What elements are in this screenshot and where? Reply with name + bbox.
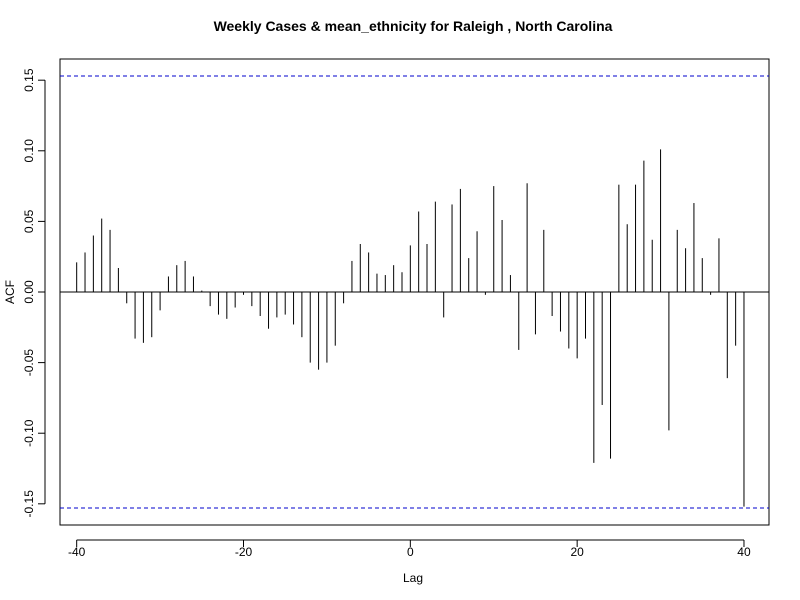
confidence-bounds bbox=[60, 75, 769, 509]
y-tick-label: 0.05 bbox=[22, 209, 36, 233]
acf-bars bbox=[76, 149, 745, 507]
y-tick-label: -0.05 bbox=[22, 349, 36, 377]
y-axis-label: ACF bbox=[3, 280, 17, 304]
x-tick-label: 0 bbox=[407, 545, 414, 559]
x-axis-label: Lag bbox=[403, 571, 423, 585]
chart-title: Weekly Cases & mean_ethnicity for Raleig… bbox=[214, 18, 613, 34]
y-tick-label: 0.15 bbox=[22, 68, 36, 92]
x-axis: -40 -20 0 20 40 bbox=[68, 539, 751, 559]
x-tick-label: 40 bbox=[737, 545, 751, 559]
y-tick-label: -0.15 bbox=[22, 490, 36, 518]
y-tick-label: -0.10 bbox=[22, 419, 36, 447]
y-tick-label: 0.00 bbox=[22, 280, 36, 304]
y-tick-label: 0.10 bbox=[22, 139, 36, 163]
x-tick-label: 20 bbox=[570, 545, 584, 559]
x-tick-label: -40 bbox=[68, 545, 86, 559]
x-tick-label: -20 bbox=[235, 545, 253, 559]
y-axis: -0.15 -0.10 -0.05 0.00 0.05 0.10 0.15 bbox=[22, 68, 46, 518]
